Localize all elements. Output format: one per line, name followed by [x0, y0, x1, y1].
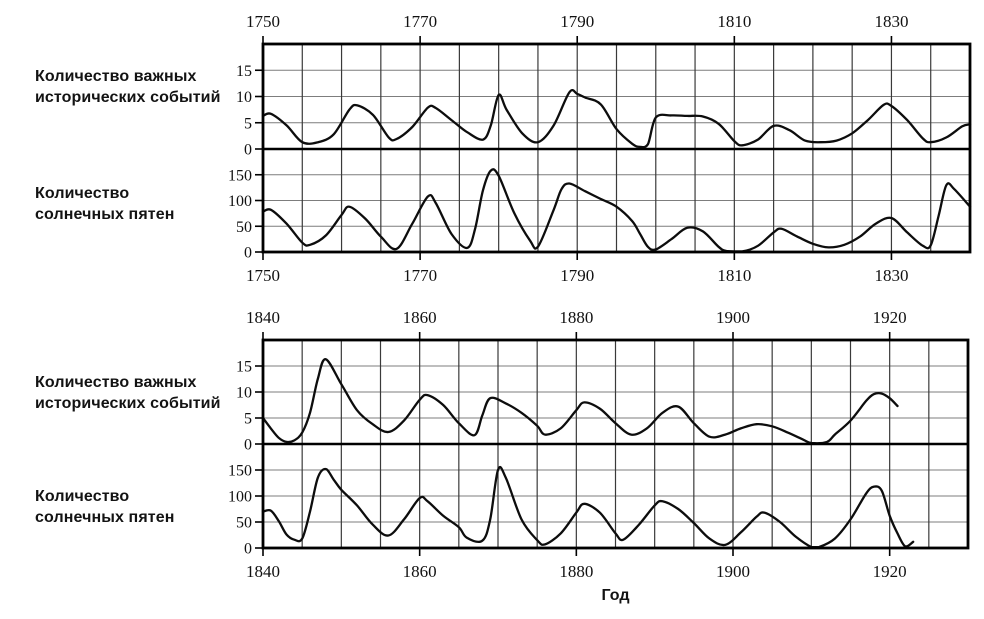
label-events-line2: исторических событий: [35, 395, 221, 412]
panel-1840-1930: 1510501501005001840184018601860188018801…: [228, 308, 970, 581]
x-tick-label-bottom: 1770: [403, 266, 437, 285]
x-tick-label-bottom: 1920: [873, 562, 907, 581]
y-tick-label: 100: [228, 193, 252, 210]
y-tick-label: 100: [228, 489, 252, 506]
label-sunspots-line1: Количество: [35, 185, 130, 202]
sunspots-curve: [261, 168, 972, 253]
x-axis-years: 1750 1750 1770 1770 1790 1790 1810 1810 1830 1830: [246, 12, 908, 285]
x-tick-label-bottom: 1860: [403, 562, 437, 581]
label-sunspots-line2: солнечных пятен: [35, 206, 175, 223]
y-tick-label: 0: [244, 142, 252, 159]
panel-1750-1840: 1510501501005001750175017701770179017901…: [228, 12, 972, 285]
x-tick-label-top: 1860: [403, 308, 437, 327]
x-tick-label-bottom: 1810: [717, 266, 751, 285]
label-sunspots-line2: солнечных пятен: [35, 509, 175, 526]
sunspots-y-axis: 150 100 50 0: [228, 167, 263, 262]
x-tick-label-bottom: 1750: [246, 266, 280, 285]
y-tick-label: 0: [244, 541, 252, 558]
y-tick-label: 10: [236, 89, 252, 106]
sunspots-curve: [261, 466, 915, 549]
label-sunspots-line1: Количество: [35, 488, 130, 505]
y-tick-label: 0: [244, 437, 252, 454]
x-tick-label-top: 1920: [873, 308, 907, 327]
x-tick-label-top: 1790: [560, 12, 594, 31]
label-events-panel1: Количество важных исторических событий: [35, 66, 221, 108]
y-tick-label: 0: [244, 245, 252, 262]
label-sunspots-panel1: Количество солнечных пятен: [35, 183, 174, 225]
y-tick-label: 150: [228, 463, 252, 480]
sunspots-y-axis: 150 100 50 0: [228, 463, 263, 558]
historical-events-y-axis: 15 10 5 0: [236, 63, 263, 159]
y-tick-label: 15: [236, 63, 252, 80]
x-tick-label-top: 1880: [559, 308, 593, 327]
y-tick-label: 10: [236, 385, 252, 402]
label-events-line1: Количество важных: [35, 374, 197, 391]
x-tick-label-top: 1900: [716, 308, 750, 327]
x-tick-label-bottom: 1830: [874, 266, 908, 285]
y-tick-label: 15: [236, 359, 252, 376]
y-tick-label: 50: [236, 219, 252, 236]
y-tick-label: 150: [228, 167, 252, 184]
x-tick-label-top: 1840: [246, 308, 280, 327]
x-axis-title: Год: [601, 587, 630, 604]
historical-events-curve: [261, 89, 972, 149]
x-tick-label-bottom: 1880: [559, 562, 593, 581]
x-tick-label-bottom: 1900: [716, 562, 750, 581]
y-tick-label: 5: [244, 115, 252, 132]
x-tick-label-top: 1810: [717, 12, 751, 31]
historical-events-y-axis: 15 10 5 0: [236, 359, 263, 454]
x-tick-label-top: 1750: [246, 12, 280, 31]
x-tick-label-bottom: 1840: [246, 562, 280, 581]
y-tick-label: 5: [244, 411, 252, 428]
label-events-panel2: Количество важных исторических событий: [35, 372, 221, 414]
y-tick-label: 50: [236, 515, 252, 532]
label-events-line2: исторических событий: [35, 89, 221, 106]
label-sunspots-panel2: Количество солнечных пятен: [35, 486, 174, 528]
label-events-line1: Количество важных: [35, 68, 197, 85]
x-tick-label-bottom: 1790: [560, 266, 594, 285]
x-tick-label-top: 1770: [403, 12, 437, 31]
historical-events-curve: [261, 358, 899, 445]
x-tick-label-top: 1830: [874, 12, 908, 31]
x-axis-years: 1840 1840 1860 1860 1880 1880 1900 1900 1920 1920: [246, 308, 907, 581]
